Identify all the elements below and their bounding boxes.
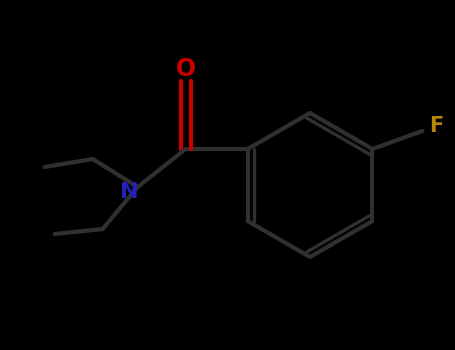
- Text: F: F: [429, 116, 444, 136]
- Text: O: O: [176, 57, 196, 81]
- Text: N: N: [121, 182, 139, 202]
